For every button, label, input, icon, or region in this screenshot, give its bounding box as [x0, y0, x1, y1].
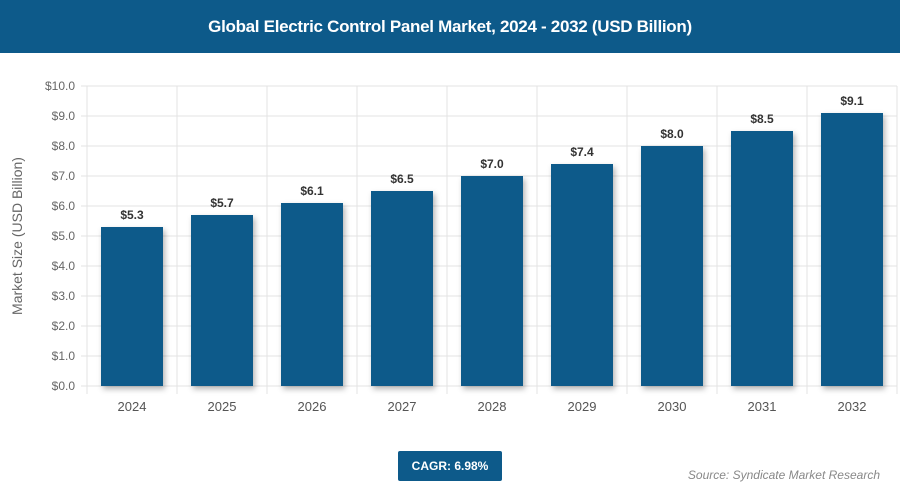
- y-tick-label: $4.0: [52, 259, 76, 273]
- data-label: $8.5: [750, 112, 774, 126]
- data-label: $5.7: [210, 196, 234, 210]
- data-label: $9.1: [840, 94, 864, 108]
- cagr-badge: CAGR: 6.98%: [398, 451, 502, 481]
- x-tick-label: 2024: [118, 399, 147, 414]
- y-tick-label: $1.0: [52, 349, 76, 363]
- bar-2027: [371, 191, 433, 386]
- bar-2031: [731, 131, 793, 386]
- x-tick-label: 2032: [838, 399, 867, 414]
- data-label: $6.1: [300, 184, 324, 198]
- bar-2029: [551, 164, 613, 386]
- y-tick-label: $9.0: [52, 109, 76, 123]
- y-tick-label: $2.0: [52, 319, 76, 333]
- x-tick-label: 2030: [658, 399, 687, 414]
- chart-title: Global Electric Control Panel Market, 20…: [0, 0, 900, 53]
- y-tick-label: $5.0: [52, 229, 76, 243]
- data-label: $7.4: [570, 145, 594, 159]
- bar-2032: [821, 113, 883, 386]
- bar-2028: [461, 176, 523, 386]
- x-tick-label: 2025: [208, 399, 237, 414]
- bar-2026: [281, 203, 343, 386]
- data-label: $5.3: [120, 208, 144, 222]
- data-label: $6.5: [390, 172, 414, 186]
- x-tick-label: 2027: [388, 399, 417, 414]
- y-tick-label: $3.0: [52, 289, 76, 303]
- data-label: $7.0: [480, 157, 504, 171]
- x-tick-label: 2028: [478, 399, 507, 414]
- x-tick-label: 2029: [568, 399, 597, 414]
- bar-2025: [191, 215, 253, 386]
- y-tick-label: $10.0: [45, 79, 75, 93]
- data-label: $8.0: [660, 127, 684, 141]
- bar-2030: [641, 146, 703, 386]
- y-tick-label: $6.0: [52, 199, 76, 213]
- x-tick-label: 2031: [748, 399, 777, 414]
- x-tick-label: 2026: [298, 399, 327, 414]
- source-note: Source: Syndicate Market Research: [687, 468, 880, 482]
- y-tick-label: $0.0: [52, 379, 76, 393]
- bar-2024: [101, 227, 163, 386]
- y-tick-label: $8.0: [52, 139, 76, 153]
- y-tick-label: $7.0: [52, 169, 76, 183]
- y-axis-label: Market Size (USD Billion): [9, 157, 25, 315]
